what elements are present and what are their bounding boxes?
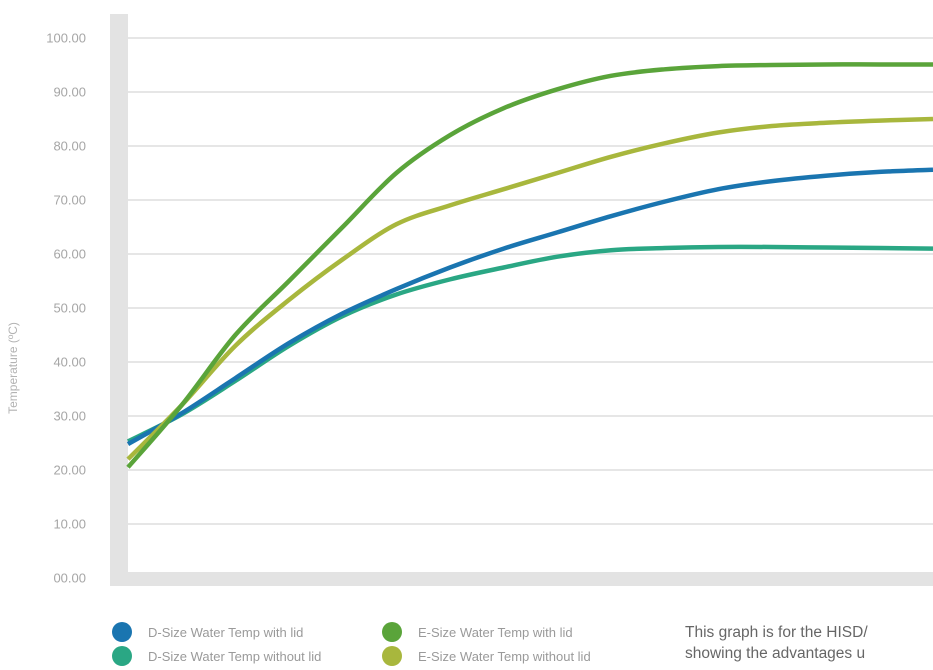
line-chart: 00.00 10.00 20.00 30.00 40.00 50.00 60.00 70.00… xyxy=(6,14,933,586)
legend-label: D-Size Water Temp with lid xyxy=(148,624,304,640)
legend-label: E-Size Water Temp with lid xyxy=(418,624,573,640)
y-tick-label: 00.00 xyxy=(53,571,86,586)
y-tick-label: 20.00 xyxy=(53,463,86,478)
y-tick-label: 10.00 xyxy=(53,517,86,532)
y-axis-title: Temperature (ºC) xyxy=(6,322,20,414)
legend-item-e-without-lid: E-Size Water Temp without lid xyxy=(382,645,591,667)
legend-swatch xyxy=(112,622,132,642)
series-line-0 xyxy=(126,167,933,447)
caption-line-1: This graph is for the HISD/ xyxy=(685,624,868,641)
legend-item-d-without-lid: D-Size Water Temp without lid xyxy=(112,645,321,667)
caption-line-2: showing the advantages u xyxy=(685,645,866,662)
legend: D-Size Water Temp with lid E-Size Water … xyxy=(112,620,672,670)
y-tick-label: 30.00 xyxy=(53,409,86,424)
y-tick-label: 50.00 xyxy=(53,301,86,316)
series-line-2 xyxy=(126,62,933,469)
x-axis-line xyxy=(110,572,933,586)
legend-label: D-Size Water Temp without lid xyxy=(148,648,322,664)
legend-label: E-Size Water Temp without lid xyxy=(418,648,591,664)
legend-swatch xyxy=(382,622,402,642)
legend-swatch xyxy=(382,646,402,666)
y-tick-label: 90.00 xyxy=(53,85,86,100)
y-tick-label: 100.00 xyxy=(46,31,86,46)
y-tick-label: 40.00 xyxy=(53,355,86,370)
y-tick-label: 60.00 xyxy=(53,247,86,262)
series-line-1 xyxy=(126,244,933,444)
y-tick-label: 80.00 xyxy=(53,139,86,154)
series-line-3 xyxy=(126,116,933,461)
y-axis-line xyxy=(110,14,128,584)
y-tick-label: 70.00 xyxy=(53,193,86,208)
legend-item-d-with-lid: D-Size Water Temp with lid xyxy=(112,621,303,643)
legend-item-e-with-lid: E-Size Water Temp with lid xyxy=(382,621,573,643)
chart-caption: This graph is for the HISD/ showing the … xyxy=(685,622,933,664)
chart-area: 00.00 10.00 20.00 30.00 40.00 50.00 60.00 70.00… xyxy=(6,14,933,586)
legend-swatch xyxy=(112,646,132,666)
